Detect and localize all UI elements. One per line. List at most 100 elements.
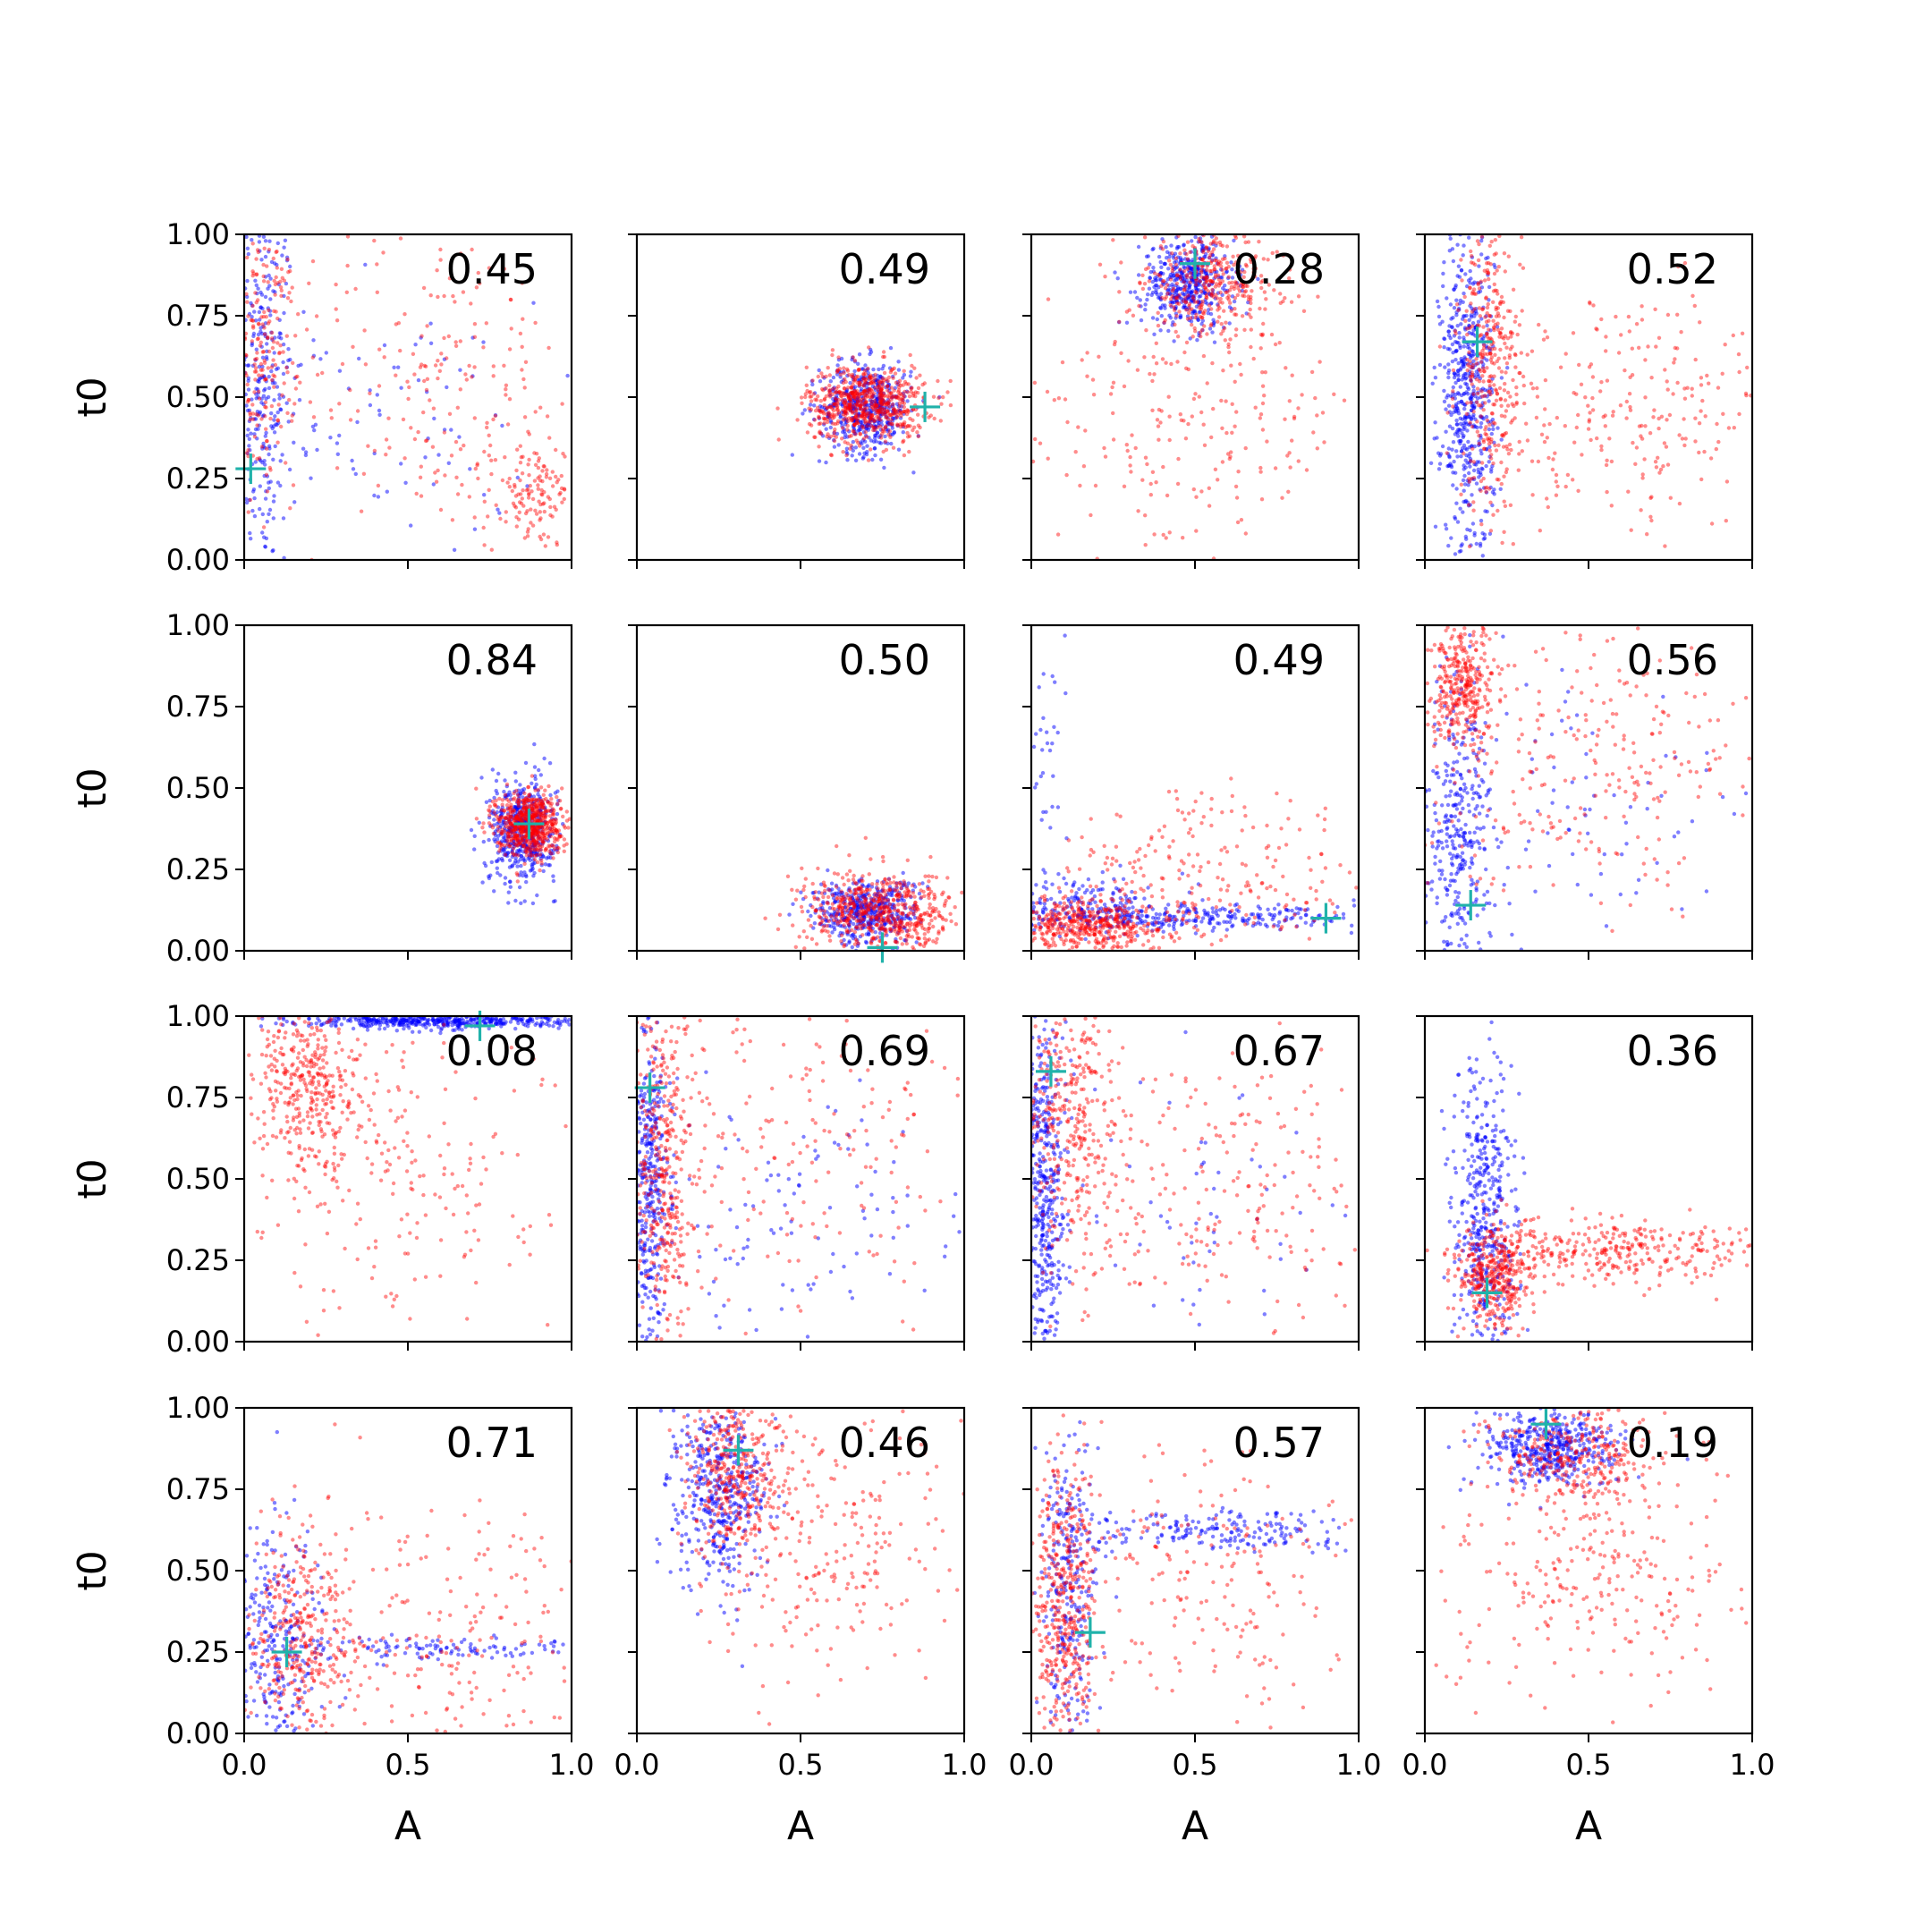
scatter-point-red — [564, 818, 570, 823]
scatter-point-red — [1498, 301, 1503, 307]
scatter-point-red — [852, 422, 857, 427]
scatter-point-blue — [1147, 286, 1152, 291]
scatter-point-blue — [1468, 503, 1473, 507]
scatter-point-red — [875, 403, 879, 409]
scatter-point-red — [896, 382, 902, 386]
scatter-point-red — [1129, 470, 1133, 474]
scatter-point-red — [1590, 408, 1596, 412]
scatter-point-red — [504, 520, 508, 524]
scatter-point-red — [1482, 278, 1487, 283]
scatter-point-blue — [272, 418, 276, 422]
scatter-point-blue — [866, 370, 870, 376]
scatter-point-red — [503, 792, 508, 797]
scatter-point-red — [1497, 335, 1502, 339]
scatter-point-red — [906, 382, 911, 386]
scatter-point-blue — [1157, 285, 1161, 290]
scatter-point-blue — [1178, 256, 1183, 260]
scatter-point-blue — [1470, 321, 1476, 326]
scatter-point-red — [541, 818, 546, 824]
scatter-point-red — [1182, 350, 1187, 355]
scatter-point-red — [894, 410, 898, 414]
scatter-point-red — [899, 397, 903, 402]
scatter-point-red — [1470, 292, 1475, 296]
scatter-point-red — [864, 400, 869, 404]
scatter-point-red — [1683, 436, 1688, 441]
scatter-point-red — [878, 401, 883, 406]
scatter-point-red — [547, 814, 553, 818]
scatter-point-blue — [518, 791, 522, 796]
scatter-point-blue — [868, 398, 873, 402]
scatter-point-red — [827, 390, 833, 394]
scatter-point-blue — [1444, 522, 1448, 527]
scatter-point-blue — [277, 318, 282, 322]
scatter-point-red — [1285, 453, 1290, 458]
scatter-point-red — [530, 832, 535, 836]
scatter-point-red — [1490, 411, 1495, 416]
scatter-point-red — [1693, 357, 1698, 362]
scatter-point-red — [1707, 381, 1711, 386]
scatter-point-blue — [1200, 284, 1205, 288]
scatter-point-red — [851, 375, 856, 379]
scatter-point-blue — [1460, 360, 1464, 364]
scatter-point-blue — [561, 822, 565, 826]
scatter-point-blue — [1489, 470, 1494, 474]
scatter-point-blue — [844, 401, 849, 405]
scatter-point-red — [1736, 352, 1741, 357]
scatter-point-blue — [268, 313, 273, 318]
scatter-point-red — [895, 395, 900, 400]
scatter-point-blue — [259, 258, 264, 262]
scatter-point-red — [864, 413, 869, 418]
scatter-point-blue — [1212, 320, 1216, 325]
scatter-point-red — [1697, 450, 1701, 455]
scatter-point-blue — [385, 489, 389, 494]
scatter-point-blue — [812, 391, 818, 395]
scatter-point-red — [537, 818, 541, 823]
scatter-point-red — [535, 839, 539, 843]
scatter-point-red — [548, 504, 553, 510]
scatter-point-blue — [1479, 436, 1483, 440]
scatter-point-red — [850, 411, 855, 415]
scatter-point-blue — [536, 835, 541, 839]
scatter-point-red — [813, 408, 818, 413]
scatter-point-blue — [1459, 449, 1464, 453]
scatter-point-blue — [535, 893, 539, 898]
scatter-point-red — [1154, 341, 1159, 345]
scatter-point-blue — [275, 480, 281, 485]
scatter-point-blue — [540, 829, 545, 835]
scatter-point-red — [522, 805, 527, 810]
scatter-point-red — [843, 404, 847, 409]
scatter-point-red — [1207, 504, 1212, 508]
scatter-point-red — [1518, 370, 1522, 376]
scatter-point-red — [487, 433, 491, 437]
scatter-point-red — [1698, 320, 1702, 325]
scatter-point-red — [891, 408, 896, 412]
scatter-point-red — [837, 390, 842, 394]
scatter-point-blue — [1470, 444, 1474, 449]
scatter-point-red — [1563, 484, 1568, 489]
scatter-point-blue — [532, 870, 537, 876]
scatter-point-red — [828, 434, 833, 439]
scatter-point-red — [908, 352, 912, 358]
scatter-point-blue — [442, 357, 447, 361]
scatter-point-blue — [539, 799, 545, 804]
scatter-point-red — [1137, 303, 1141, 309]
scatter-point-red — [538, 534, 542, 539]
scatter-point-red — [506, 819, 511, 824]
scatter-point-red — [524, 853, 530, 858]
scatter-point-blue — [535, 813, 540, 818]
scatter-point-blue — [1468, 414, 1472, 419]
scatter-point-blue — [1224, 270, 1229, 275]
scatter-point-red — [1208, 242, 1214, 246]
scatter-point-blue — [256, 427, 260, 431]
scatter-point-red — [515, 447, 520, 452]
scatter-point-blue — [303, 453, 309, 458]
scatter-point-red — [1205, 264, 1209, 268]
scatter-point-blue — [1199, 267, 1205, 272]
scatter-point-red — [1216, 277, 1222, 282]
scatter-point-blue — [517, 885, 522, 890]
scatter-point-blue — [852, 360, 858, 364]
scatter-point-red — [530, 827, 536, 833]
scatter-point-red — [853, 413, 859, 419]
scatter-point-red — [1499, 460, 1504, 465]
